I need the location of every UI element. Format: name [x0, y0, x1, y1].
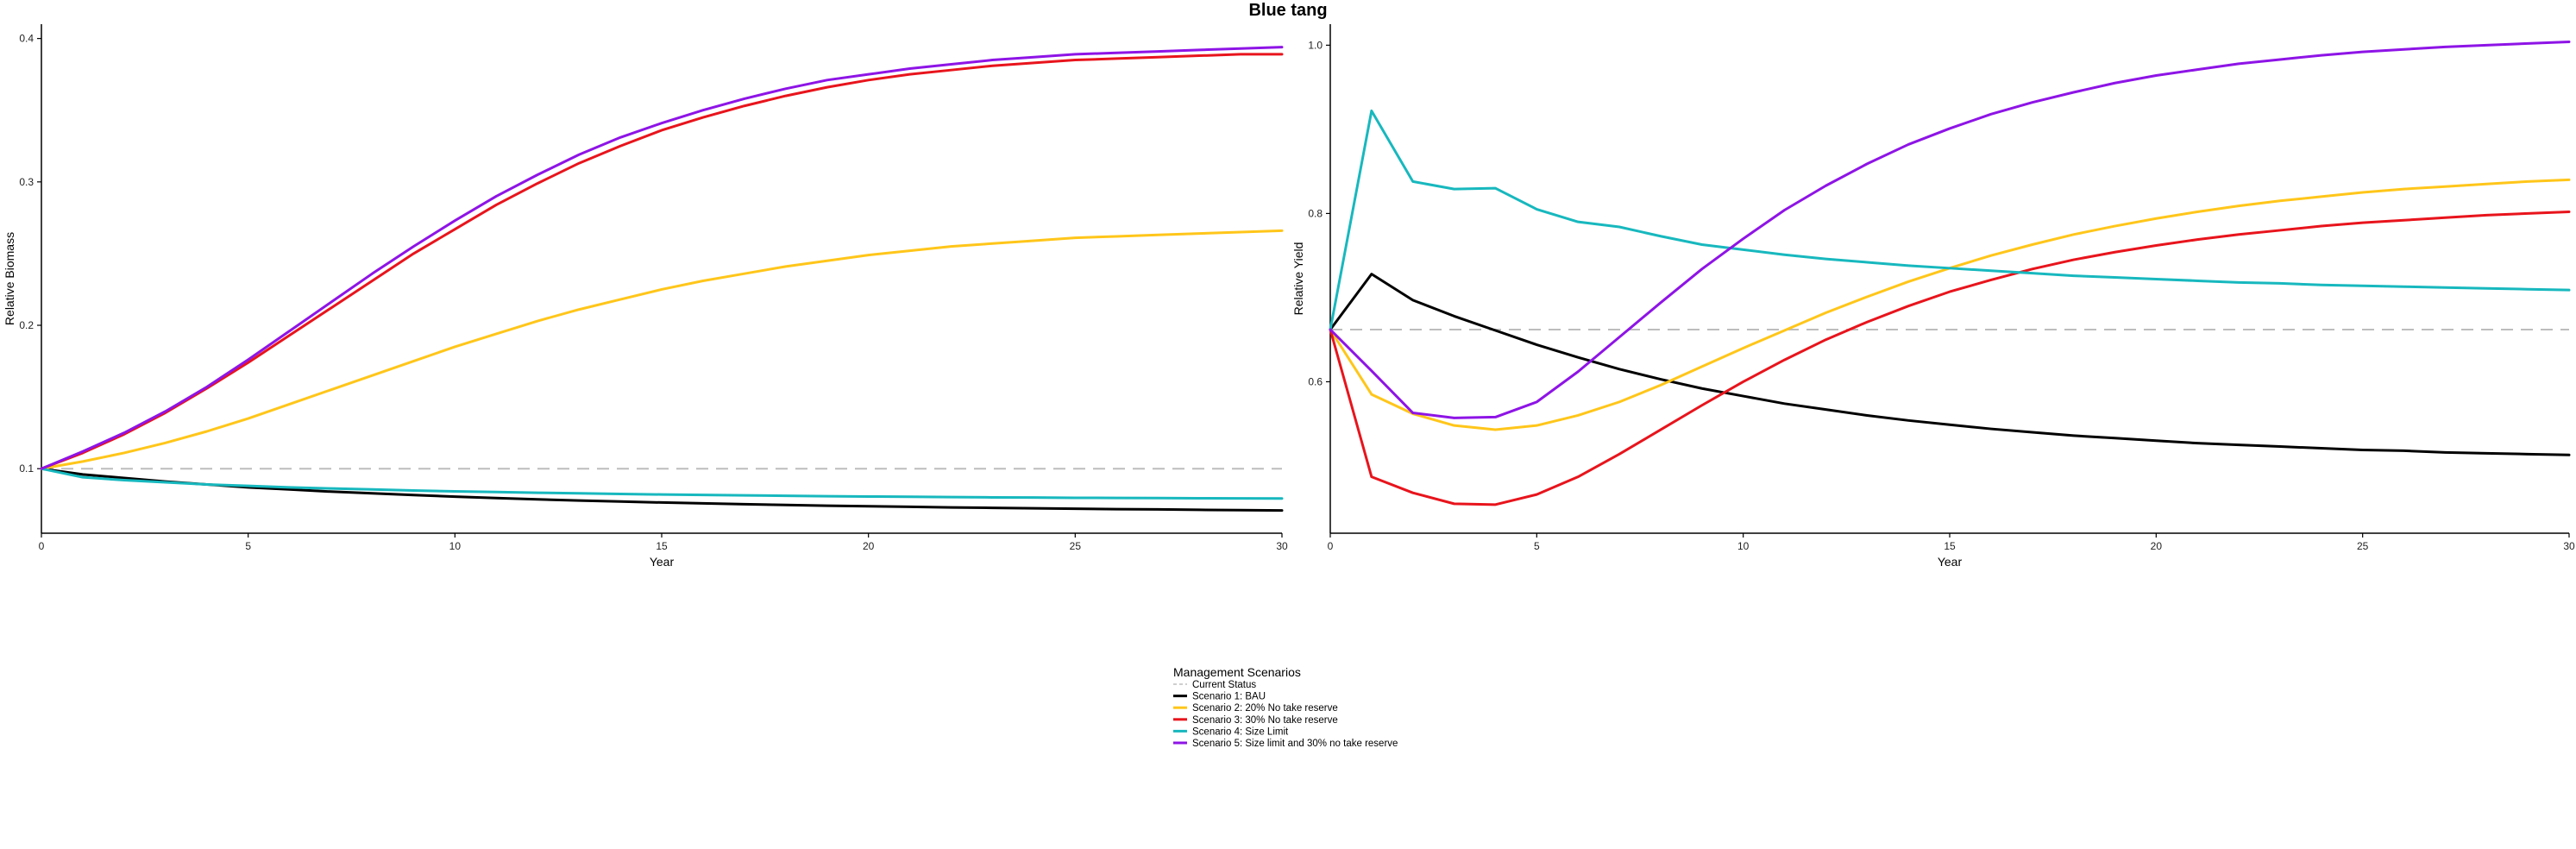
y-tick-label: 0.3 [19, 176, 34, 188]
x-tick-label: 25 [1070, 540, 1082, 552]
y-tick-label: 0.2 [19, 319, 34, 331]
series-line-scenario-1-bau [40, 467, 1284, 513]
legend-label-current-status: Current Status [1192, 680, 1256, 690]
x-axis-title: Year [1938, 555, 1963, 569]
x-tick-label: 20 [2151, 540, 2163, 552]
series-line-scenario-5-size-limit-and-30-no-take-reserve [1329, 40, 2571, 419]
series-line-scenario-4-size-limit [40, 467, 1284, 500]
x-tick-label: 10 [1737, 540, 1750, 552]
y-tick-label: 0.1 [19, 462, 34, 475]
legend: Management Scenarios Current Status Scena… [1173, 665, 1398, 749]
series-line-scenario-2-20-no-take-reserve [40, 229, 1284, 470]
x-tick-label: 20 [863, 540, 875, 552]
series-line-scenario-2-20-no-take-reserve [1329, 178, 2571, 431]
x-tick-label: 5 [245, 540, 251, 552]
legend-label-scenario-1-bau: Scenario 1: BAU [1192, 692, 1266, 702]
legend-label-scenario-4-size-limit: Scenario 4: Size Limit [1192, 726, 1289, 737]
series-line-scenario-5-size-limit-and-30-no-take-reserve [40, 46, 1284, 470]
y-axis-title: Relative Biomass [3, 232, 16, 325]
x-tick-label: 10 [449, 540, 462, 552]
y-tick-label: 0.6 [1308, 375, 1323, 387]
x-tick-label: 15 [1944, 540, 1956, 552]
y-tick-label: 0.4 [19, 33, 34, 45]
series-line-scenario-1-bau [1329, 273, 2571, 456]
x-tick-label: 30 [2563, 540, 2575, 552]
x-axis-title: Year [650, 555, 675, 569]
biomass-panel: 0 5 10 15 20 25 30 0.1 0.2 0.3 0.4 Year Relative Bio… [3, 24, 1288, 569]
legend-label-scenario-3-30-no-take-reserve: Scenario 3: 30% No take reserve [1192, 715, 1338, 726]
x-tick-label: 0 [39, 540, 45, 552]
y-axis-title: Relative Yield [1291, 242, 1305, 316]
chart-title: Blue tang [1248, 1, 1327, 20]
x-tick-label: 25 [2357, 540, 2369, 552]
y-tick-label: 1.0 [1308, 39, 1323, 51]
y-tick-label: 0.8 [1308, 207, 1323, 219]
legend-label-scenario-2-20-no-take-reserve: Scenario 2: 20% No take reserve [1192, 703, 1338, 714]
x-tick-label: 30 [1276, 540, 1288, 552]
x-tick-label: 0 [1328, 540, 1334, 552]
yield-panel: 0 5 10 15 20 25 30 0.6 0.8 1.0 Year Relative Yield [1291, 24, 2575, 569]
x-tick-label: 15 [656, 540, 668, 552]
legend-label-scenario-5-size-limit-and-30-no-take-reserve: Scenario 5: Size limit and 30% no take r… [1192, 739, 1398, 749]
x-tick-label: 5 [1534, 540, 1540, 552]
series-line-scenario-3-30-no-take-reserve [40, 53, 1284, 470]
series-line-scenario-3-30-no-take-reserve [1329, 210, 2571, 506]
series-line-scenario-4-size-limit [1329, 109, 2571, 331]
legend-title: Management Scenarios [1173, 665, 1301, 679]
